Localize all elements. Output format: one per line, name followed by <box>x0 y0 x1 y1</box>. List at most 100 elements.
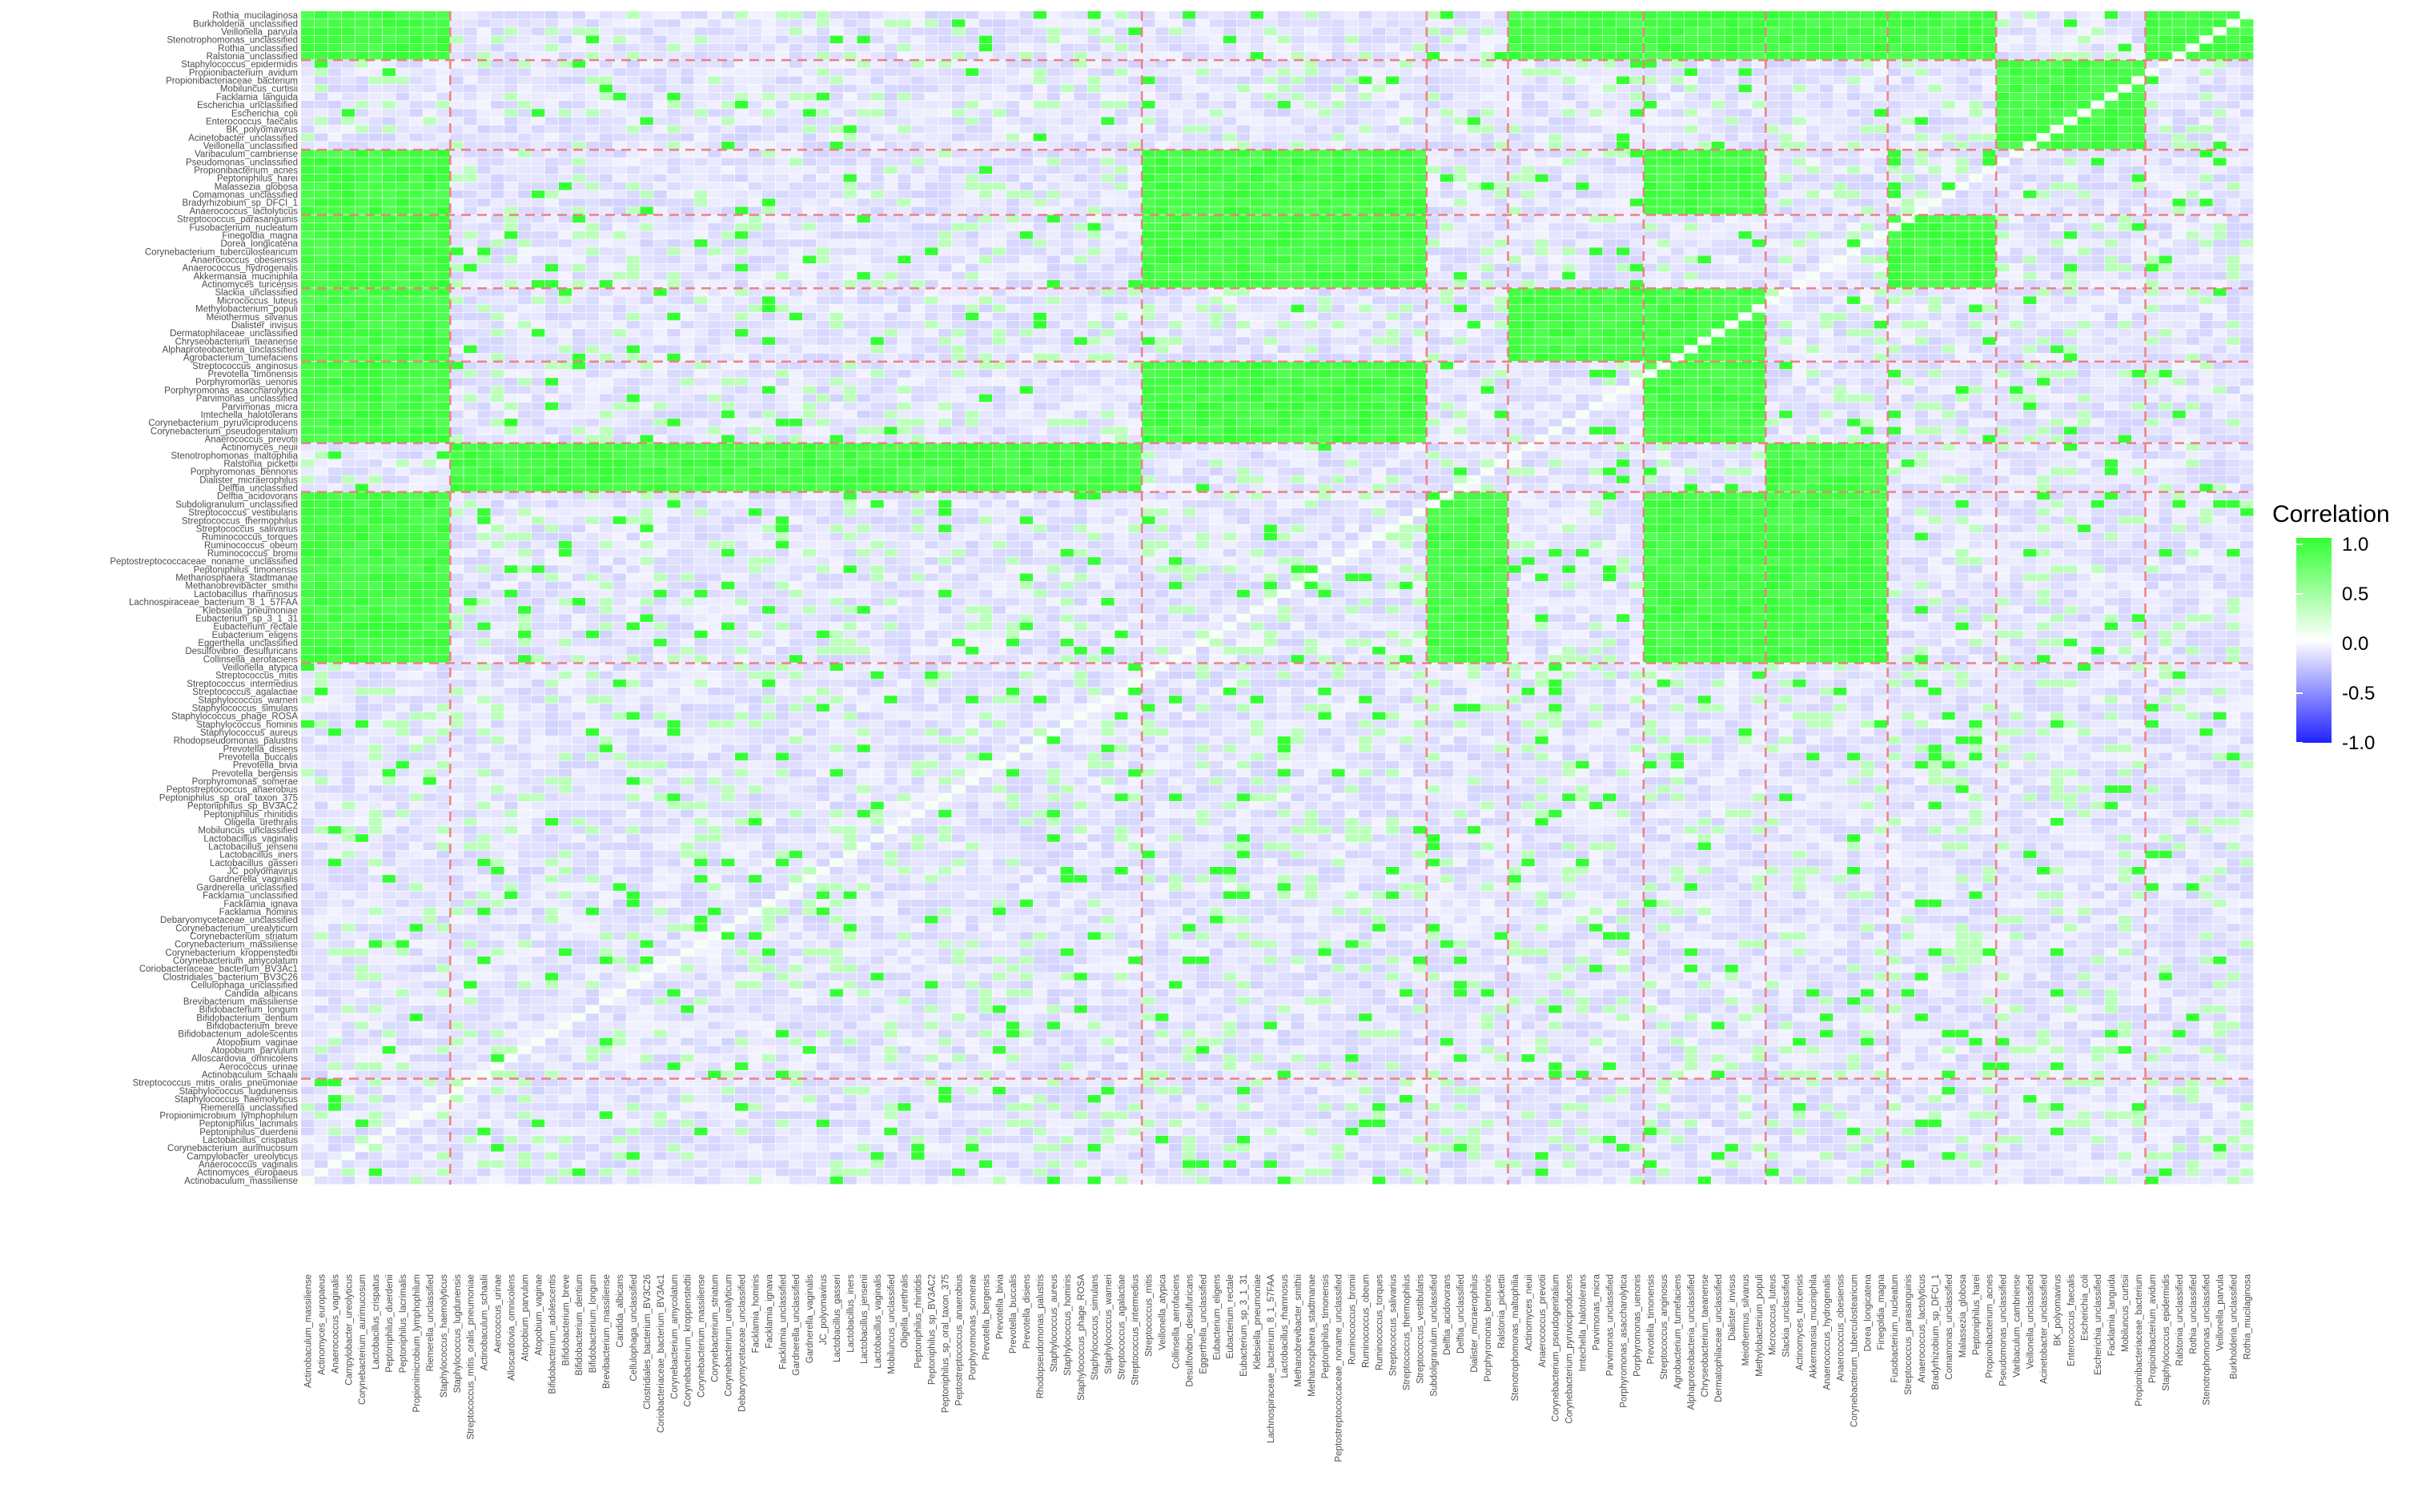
heatmap-cell <box>1521 51 1535 60</box>
heatmap-cell <box>965 199 979 207</box>
heatmap-cell <box>1195 166 1210 174</box>
heatmap-cell <box>572 271 586 280</box>
heatmap-cell <box>1372 109 1386 117</box>
heatmap-cell <box>1169 27 1183 35</box>
heatmap-cell <box>721 150 735 158</box>
heatmap-cell <box>898 117 911 125</box>
heatmap-cell <box>301 117 315 125</box>
heatmap-cell <box>1508 92 1521 101</box>
heatmap-cell <box>925 19 938 27</box>
heatmap-cell <box>1467 19 1480 27</box>
heatmap-cell <box>925 263 938 272</box>
heatmap-cell <box>572 207 586 215</box>
heatmap-cell <box>1426 174 1440 182</box>
heatmap-cell <box>1887 271 1902 280</box>
heatmap-cell <box>1426 60 1440 68</box>
heatmap-cell <box>2227 247 2240 255</box>
heatmap-cell <box>341 43 355 52</box>
heatmap-cell <box>1074 271 1087 280</box>
heatmap-cell <box>640 190 653 199</box>
heatmap-cell <box>2023 117 2037 125</box>
heatmap-cell <box>301 125 315 134</box>
heatmap-cell <box>1535 150 1548 158</box>
heatmap-cell <box>1860 182 1874 191</box>
heatmap-cell <box>708 150 721 158</box>
heatmap-cell <box>789 166 803 174</box>
heatmap-cell <box>789 141 803 150</box>
heatmap-cell <box>1115 158 1128 166</box>
heatmap-cell <box>1603 11 1617 19</box>
heatmap-cell <box>829 174 843 182</box>
heatmap-cell <box>558 215 572 223</box>
heatmap-cell <box>1508 255 1521 263</box>
heatmap-cell <box>2240 43 2254 52</box>
heatmap-cell <box>464 199 477 207</box>
heatmap-cell <box>1019 76 1034 85</box>
heatmap-cell <box>585 133 600 142</box>
heatmap-cell <box>314 207 328 215</box>
heatmap-cell <box>1304 76 1318 85</box>
heatmap-cell <box>504 166 518 174</box>
heatmap-cell <box>1508 207 1521 215</box>
heatmap-cell <box>1738 141 1752 150</box>
heatmap-cell <box>626 255 640 263</box>
heatmap-cell <box>870 271 884 280</box>
heatmap-cell <box>2199 166 2213 174</box>
heatmap-cell <box>450 239 464 247</box>
heatmap-cell <box>857 288 870 296</box>
heatmap-cell <box>2159 279 2172 288</box>
heatmap-cell <box>965 263 979 272</box>
heatmap-cell <box>436 109 450 117</box>
heatmap-cell <box>558 92 572 101</box>
heatmap-cell <box>382 43 396 52</box>
heatmap-cell <box>2063 35 2078 44</box>
heatmap-cell <box>708 247 721 255</box>
heatmap-cell <box>1074 166 1087 174</box>
heatmap-cell <box>1006 125 1020 134</box>
heatmap-cell <box>681 68 694 76</box>
heatmap-cell <box>2063 100 2078 109</box>
heatmap-cell <box>843 182 857 191</box>
heatmap-cell <box>1359 207 1372 215</box>
heatmap-cell <box>789 76 803 85</box>
heatmap-cell <box>2145 174 2159 182</box>
heatmap-cell <box>2131 117 2145 125</box>
heatmap-cell <box>1277 43 1291 52</box>
heatmap-cell <box>2063 182 2078 191</box>
heatmap-cell <box>952 207 966 215</box>
heatmap-cell <box>2118 150 2131 158</box>
heatmap-cell <box>1969 92 1982 101</box>
heatmap-cell <box>1928 199 1942 207</box>
heatmap-cell <box>572 100 586 109</box>
heatmap-cell <box>504 182 518 191</box>
heatmap-cell <box>2077 182 2091 191</box>
heatmap-cell <box>1426 109 1440 117</box>
heatmap-cell <box>802 199 817 207</box>
heatmap-cell <box>1629 19 1644 27</box>
heatmap-cell <box>1195 60 1210 68</box>
heatmap-cell <box>314 141 328 150</box>
heatmap-cell <box>1412 35 1427 44</box>
heatmap-cell <box>1101 43 1115 52</box>
heatmap-cell <box>355 231 369 239</box>
heatmap-cell <box>1223 207 1237 215</box>
heatmap-cell <box>1345 158 1359 166</box>
heatmap-cell <box>1684 84 1697 93</box>
heatmap-cell <box>748 231 762 239</box>
heatmap-cell <box>721 92 735 101</box>
heatmap-cell <box>1467 190 1480 199</box>
heatmap-cell <box>2227 51 2240 60</box>
heatmap-cell <box>816 166 829 174</box>
heatmap-cell <box>1291 43 1304 52</box>
heatmap-cell <box>1101 174 1115 182</box>
heatmap-cell <box>640 76 653 85</box>
heatmap-cell <box>1521 60 1535 68</box>
heatmap-cell <box>925 215 938 223</box>
heatmap-cell <box>1928 125 1942 134</box>
heatmap-cell <box>640 271 653 280</box>
heatmap-cell <box>1372 84 1386 93</box>
heatmap-cell <box>544 223 559 231</box>
heatmap-cell <box>301 60 315 68</box>
heatmap-cell <box>1643 166 1657 174</box>
heatmap-cell <box>748 207 762 215</box>
